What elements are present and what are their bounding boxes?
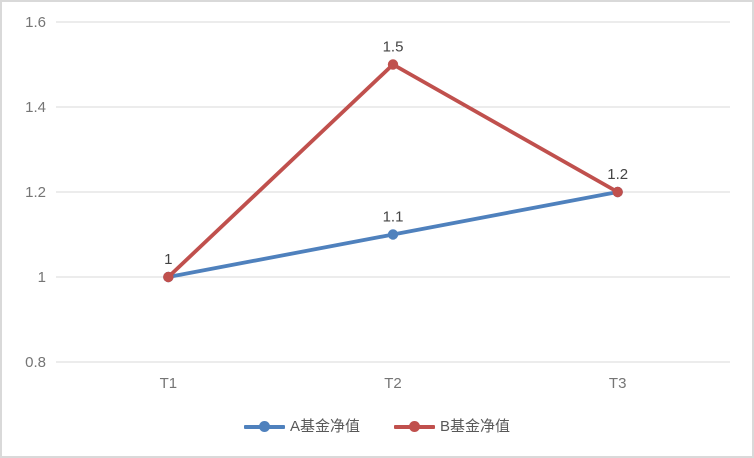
y-axis-tick-label: 1.6 bbox=[25, 14, 46, 31]
legend-line-marker-swatch-a bbox=[243, 421, 285, 432]
legend-item-series-b: B基金净值 bbox=[394, 419, 510, 434]
chart-legend: A基金净值 B基金净值 bbox=[2, 419, 752, 434]
legend-marker-dot-b bbox=[409, 421, 420, 432]
data-point-marker bbox=[163, 271, 174, 283]
data-point-label: 1.5 bbox=[383, 39, 404, 56]
x-axis-tick-label: T3 bbox=[609, 375, 627, 392]
data-point-marker bbox=[387, 229, 399, 240]
data-point-marker bbox=[387, 59, 399, 70]
legend-item-series-a: A基金净值 bbox=[243, 418, 360, 435]
x-axis-tick-label: T1 bbox=[160, 375, 178, 392]
y-axis-tick-label: 1.4 bbox=[25, 99, 46, 116]
y-axis-tick-label: 1 bbox=[38, 269, 46, 286]
series-line bbox=[166, 62, 620, 279]
legend-label-series-b: B基金净值 bbox=[440, 418, 511, 435]
data-point-label: 1.2 bbox=[607, 166, 628, 183]
legend-label-series-a: A基金净值 bbox=[289, 418, 360, 435]
legend-marker-dot-a bbox=[258, 421, 270, 432]
data-point-label: 1 bbox=[164, 251, 172, 268]
x-axis-tick-label: T2 bbox=[384, 375, 402, 392]
data-point-marker bbox=[612, 186, 623, 198]
y-axis-tick-label: 0.8 bbox=[25, 354, 46, 371]
legend-line-marker-swatch-b bbox=[394, 421, 435, 432]
y-axis-tick-label: 1.2 bbox=[25, 184, 46, 201]
data-point-label: 1.1 bbox=[383, 209, 404, 226]
